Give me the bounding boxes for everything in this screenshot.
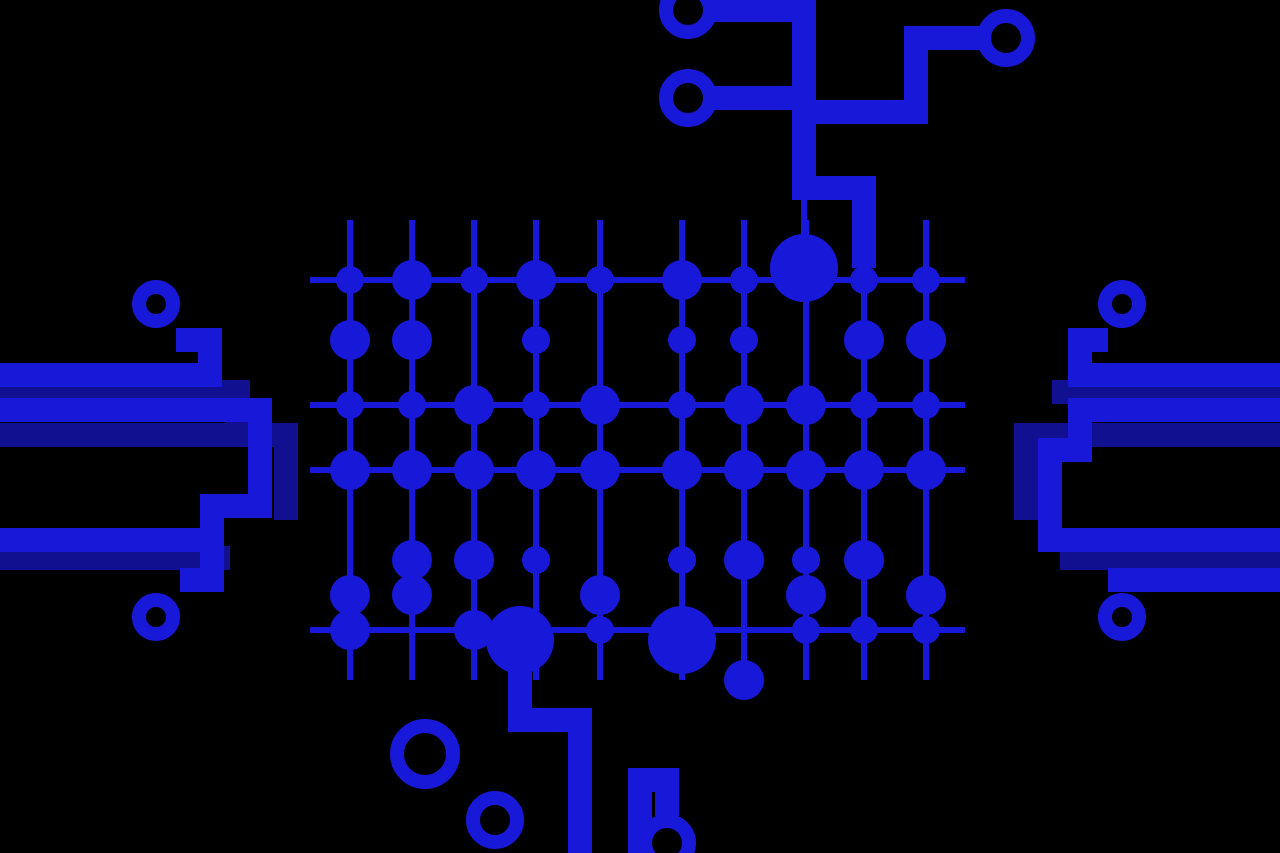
pad-ring-8	[473, 798, 517, 842]
node-med-21	[392, 540, 432, 580]
node-small-18	[586, 616, 614, 644]
node-small-11	[522, 391, 550, 419]
node-med-0	[392, 260, 432, 300]
node-med-26	[392, 575, 432, 615]
pad-ring-4	[1105, 287, 1139, 321]
node-med-17	[724, 450, 764, 490]
node-med-27	[580, 575, 620, 615]
pad-ring-1	[984, 16, 1028, 60]
node-med-7	[454, 385, 494, 425]
node-med-19	[844, 450, 884, 490]
node-small-7	[668, 326, 696, 354]
node-med-16	[662, 450, 702, 490]
node-med-25	[330, 575, 370, 615]
node-med-31	[454, 610, 494, 650]
node-small-3	[730, 266, 758, 294]
node-med-29	[906, 575, 946, 615]
node-small-13	[850, 391, 878, 419]
node-med-18	[786, 450, 826, 490]
node-med-23	[724, 540, 764, 580]
node-large-2	[648, 606, 716, 674]
node-small-20	[850, 616, 878, 644]
pad-ring-2	[666, 76, 710, 120]
node-small-19	[792, 616, 820, 644]
pad-ring-9	[645, 821, 689, 853]
node-med-14	[516, 450, 556, 490]
pad-ring-7	[397, 726, 453, 782]
node-med-3	[844, 320, 884, 360]
circuit-diagram	[0, 0, 1280, 853]
circuit-svg	[0, 0, 1280, 853]
node-large-0	[770, 234, 838, 302]
pad-ring-0	[666, 0, 710, 32]
node-med-12	[392, 450, 432, 490]
node-med-9	[724, 385, 764, 425]
node-small-21	[912, 616, 940, 644]
node-med-24	[844, 540, 884, 580]
node-small-15	[522, 546, 550, 574]
pad-ring-3	[139, 287, 173, 321]
node-med-5	[330, 320, 370, 360]
pad-ring-5	[139, 600, 173, 634]
node-med-28	[786, 575, 826, 615]
node-small-8	[730, 326, 758, 354]
node-med-10	[786, 385, 826, 425]
node-large-1	[486, 606, 554, 674]
node-small-10	[398, 391, 426, 419]
node-small-1	[460, 266, 488, 294]
node-small-0	[336, 266, 364, 294]
node-small-17	[792, 546, 820, 574]
node-med-20	[906, 450, 946, 490]
node-med-13	[454, 450, 494, 490]
node-med-4	[906, 320, 946, 360]
node-small-2	[586, 266, 614, 294]
node-med-1	[516, 260, 556, 300]
node-small-9	[336, 391, 364, 419]
node-med-8	[580, 385, 620, 425]
node-med-11	[330, 450, 370, 490]
pad-ring-6	[1105, 600, 1139, 634]
node-med-22	[454, 540, 494, 580]
node-med-2	[662, 260, 702, 300]
node-med-6	[392, 320, 432, 360]
node-med-15	[580, 450, 620, 490]
node-small-6	[522, 326, 550, 354]
node-small-4	[850, 266, 878, 294]
node-small-14	[912, 391, 940, 419]
node-small-12	[668, 391, 696, 419]
node-med-32	[724, 660, 764, 700]
node-med-30	[330, 610, 370, 650]
node-small-16	[668, 546, 696, 574]
node-small-5	[912, 266, 940, 294]
